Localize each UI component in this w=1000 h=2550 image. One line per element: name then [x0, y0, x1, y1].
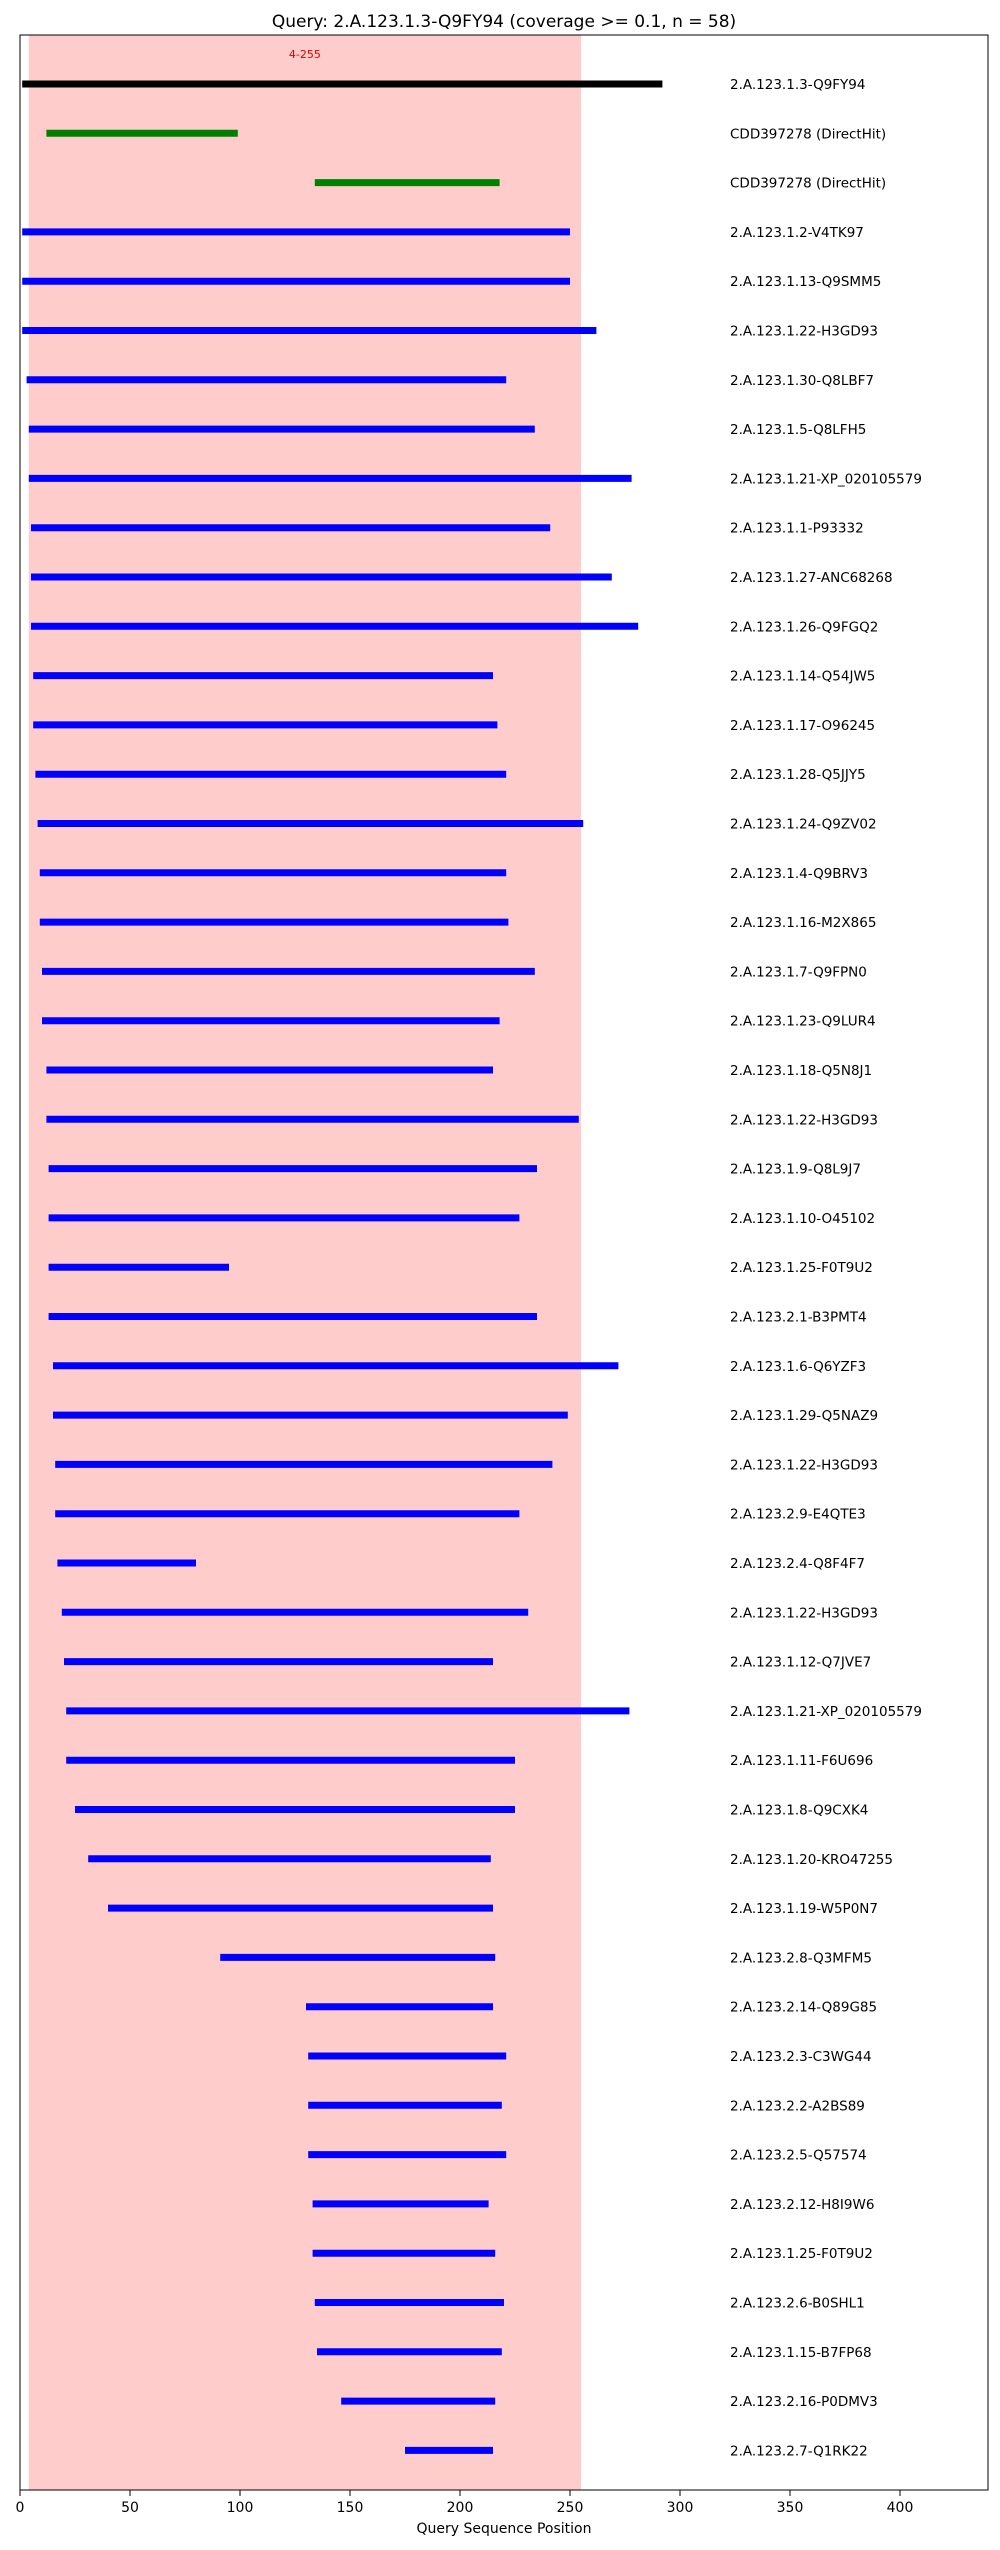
row-label: 2.A.123.1.9-Q8L9J7 [730, 1162, 861, 1178]
row-label: 2.A.123.2.5-Q57574 [730, 2148, 867, 2164]
row-label: 2.A.123.1.4-Q9BRV3 [730, 866, 868, 882]
row-label: 2.A.123.1.24-Q9ZV02 [730, 817, 877, 833]
x-tick-label: 100 [227, 2500, 254, 2516]
row-label: 2.A.123.1.15-B7FP68 [730, 2345, 872, 2361]
row-label: 2.A.123.1.20-KRO47255 [730, 1852, 893, 1868]
row-label: 2.A.123.1.27-ANC68268 [730, 570, 893, 586]
row-label: 2.A.123.1.2-V4TK97 [730, 225, 864, 241]
row-label: 2.A.123.1.11-F6U696 [730, 1753, 873, 1769]
row-label: 2.A.123.1.18-Q5N8J1 [730, 1063, 872, 1079]
row-label: 2.A.123.2.7-Q1RK22 [730, 2443, 868, 2459]
row-label: 2.A.123.2.1-B3PMT4 [730, 1310, 867, 1326]
plot-frame [19, 34, 989, 2491]
highlight-region [28, 35, 582, 2490]
row-label: 2.A.123.2.6-B0SHL1 [730, 2296, 865, 2312]
x-tick-label: 150 [337, 2500, 364, 2516]
row-label: 2.A.123.1.16-M2X865 [730, 915, 876, 931]
row-label: 2.A.123.1.28-Q5JJY5 [730, 767, 866, 783]
row-label: 2.A.123.2.14-Q89G85 [730, 2000, 877, 2016]
row-label: 2.A.123.1.8-Q9CXK4 [730, 1803, 868, 1819]
row-label: 2.A.123.1.14-Q54JW5 [730, 669, 875, 685]
x-tick-label: 250 [557, 2500, 584, 2516]
highlight-region-label: 4-255 [289, 48, 321, 61]
row-label: 2.A.123.2.3-C3WG44 [730, 2049, 872, 2065]
row-label: 2.A.123.2.9-E4QTE3 [730, 1507, 866, 1523]
row-label: CDD397278 (DirectHit) [730, 126, 886, 142]
x-tick-label: 350 [777, 2500, 804, 2516]
row-label: 2.A.123.1.25-F0T9U2 [730, 1260, 873, 1276]
x-tick-label: 400 [887, 2500, 914, 2516]
row-label: 2.A.123.1.22-H3GD93 [730, 324, 878, 340]
x-axis-label: Query Sequence Position [416, 2521, 591, 2537]
chart-title: Query: 2.A.123.1.3-Q9FY94 (coverage >= 0… [272, 12, 736, 32]
row-label: 2.A.123.1.22-H3GD93 [730, 1112, 878, 1128]
row-label: 2.A.123.2.2-A2BS89 [730, 2098, 865, 2114]
row-label: 2.A.123.2.12-H8I9W6 [730, 2197, 874, 2213]
row-label: 2.A.123.1.23-Q9LUR4 [730, 1014, 876, 1030]
row-label: 2.A.123.1.25-F0T9U2 [730, 2246, 873, 2262]
row-label: 2.A.123.1.7-Q9FPN0 [730, 964, 867, 980]
row-label: 2.A.123.2.8-Q3MFM5 [730, 1950, 872, 1966]
row-label: 2.A.123.1.12-Q7JVE7 [730, 1655, 871, 1671]
row-label: 2.A.123.1.6-Q6YZF3 [730, 1359, 866, 1375]
x-tick-label: 0 [16, 2500, 25, 2516]
x-tick-label: 200 [447, 2500, 474, 2516]
row-label: 2.A.123.1.19-W5P0N7 [730, 1901, 878, 1917]
row-label: 2.A.123.1.21-XP_020105579 [730, 1704, 922, 1720]
row-label: 2.A.123.1.17-O96245 [730, 718, 875, 734]
row-label: 2.A.123.1.1-P93332 [730, 521, 864, 537]
row-label: 2.A.123.1.26-Q9FGQ2 [730, 619, 878, 635]
row-label: 2.A.123.2.4-Q8F4F7 [730, 1556, 865, 1572]
row-label: 2.A.123.1.22-H3GD93 [730, 1605, 878, 1621]
row-label: 2.A.123.1.21-XP_020105579 [730, 471, 922, 487]
x-tick-label: 50 [121, 2500, 139, 2516]
row-label: 2.A.123.1.13-Q9SMM5 [730, 274, 881, 290]
row-label: 2.A.123.2.16-P0DMV3 [730, 2394, 878, 2410]
row-label: 2.A.123.1.29-Q5NAZ9 [730, 1408, 878, 1424]
row-label: 2.A.123.1.5-Q8LFH5 [730, 422, 866, 438]
x-tick-label: 300 [667, 2500, 694, 2516]
row-label: 2.A.123.1.22-H3GD93 [730, 1457, 878, 1473]
row-label: CDD397278 (DirectHit) [730, 176, 886, 192]
row-label: 2.A.123.1.30-Q8LBF7 [730, 373, 874, 389]
row-label: 2.A.123.1.10-O45102 [730, 1211, 875, 1227]
row-label: 2.A.123.1.3-Q9FY94 [730, 77, 865, 93]
